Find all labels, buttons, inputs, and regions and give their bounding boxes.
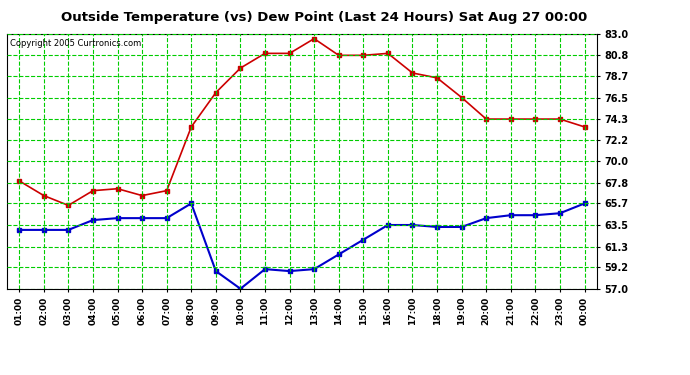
Text: Copyright 2005 Curtronics.com: Copyright 2005 Curtronics.com <box>10 39 141 48</box>
Text: Outside Temperature (vs) Dew Point (Last 24 Hours) Sat Aug 27 00:00: Outside Temperature (vs) Dew Point (Last… <box>61 11 587 24</box>
